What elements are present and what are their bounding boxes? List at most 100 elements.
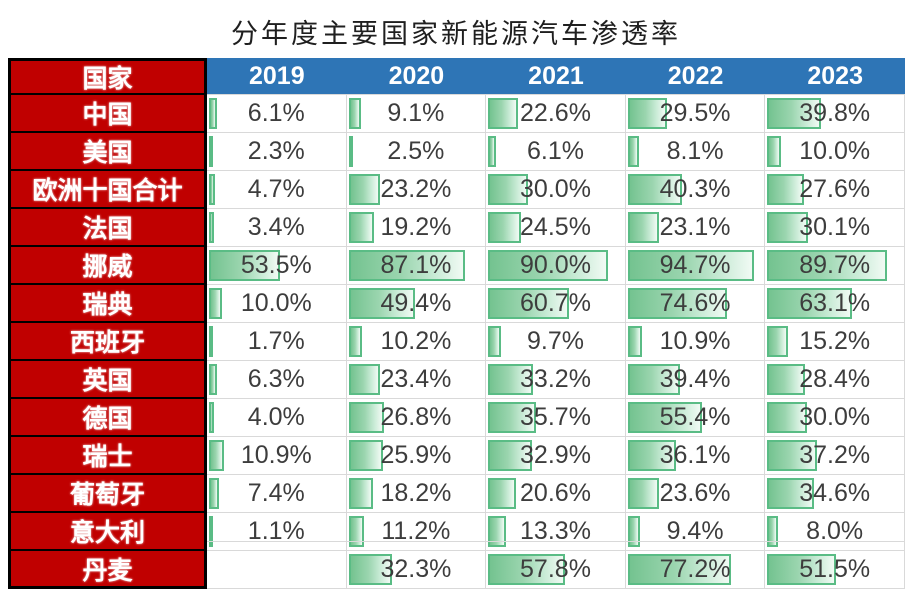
data-bar — [767, 326, 788, 357]
year-header: 2023 — [765, 58, 905, 95]
value-label: 1.7% — [247, 327, 305, 355]
data-cell: 10.2% — [346, 323, 487, 361]
data-cell: 8.0% — [765, 513, 905, 551]
data-bar — [348, 478, 373, 509]
data-cell: 10.9% — [625, 323, 766, 361]
country-cell: 美国 — [8, 133, 207, 171]
data-bar — [767, 174, 805, 205]
data-cell: 32.3% — [346, 551, 487, 589]
year-header: 2021 — [486, 58, 626, 95]
data-bar — [767, 516, 779, 547]
data-cell: 74.6% — [625, 285, 766, 323]
value-label: 3.4% — [247, 213, 305, 241]
data-cell: 9.7% — [486, 323, 626, 361]
value-label: 40.3% — [659, 175, 731, 203]
data-cell: 7.4% — [207, 475, 347, 513]
corner-header-country: 国家 — [8, 58, 207, 95]
data-cell: 94.7% — [625, 247, 766, 285]
country-cell: 瑞士 — [8, 437, 207, 475]
data-bar — [488, 288, 570, 319]
penetration-rate-table: 国家 2019 2020 2021 2022 2023 中国 6.1% 9.1% 22.6% 29… — [8, 58, 905, 589]
data-bar — [209, 364, 218, 395]
value-label: 6.1% — [526, 137, 584, 165]
data-cell: 30.1% — [765, 209, 905, 247]
data-cell: 4.7% — [207, 171, 347, 209]
data-cell: 77.2% — [625, 551, 766, 589]
country-cell: 法国 — [8, 209, 207, 247]
data-cell: 6.1% — [486, 133, 626, 171]
data-bar — [348, 516, 364, 547]
data-bar — [348, 98, 361, 129]
data-bar — [348, 174, 380, 205]
value-label: 7.4% — [247, 479, 305, 507]
value-label: 19.2% — [380, 213, 452, 241]
data-bar — [209, 212, 214, 243]
data-cell: 63.1% — [765, 285, 905, 323]
data-bar — [767, 136, 781, 167]
data-cell: 36.1% — [625, 437, 766, 475]
data-cell: 4.0% — [207, 399, 347, 437]
value-label: 30.0% — [799, 403, 871, 431]
year-header: 2019 — [207, 58, 347, 95]
value-label: 18.2% — [380, 479, 452, 507]
data-cell: 39.8% — [765, 95, 905, 133]
data-bar — [488, 250, 609, 281]
table-bottom-rule — [207, 541, 905, 542]
data-bar — [348, 136, 353, 167]
data-cell: 6.1% — [207, 95, 347, 133]
value-label: 26.8% — [380, 403, 452, 431]
value-label: 32.9% — [520, 441, 591, 469]
data-cell: 20.6% — [486, 475, 626, 513]
value-label: 10.9% — [659, 327, 731, 355]
data-bar — [488, 98, 519, 129]
data-cell: 37.2% — [765, 437, 905, 475]
data-cell: 28.4% — [765, 361, 905, 399]
value-label: 39.8% — [799, 99, 871, 127]
data-bar — [209, 288, 223, 319]
value-label: 10.2% — [380, 327, 452, 355]
value-label: 39.4% — [659, 365, 731, 393]
data-cell: 19.2% — [346, 209, 487, 247]
data-cell: 10.0% — [207, 285, 347, 323]
data-bar — [209, 402, 215, 433]
data-cell: 33.2% — [486, 361, 626, 399]
data-bar — [767, 402, 808, 433]
year-header: 2020 — [346, 58, 487, 95]
data-bar — [209, 98, 218, 129]
value-label: 10.0% — [799, 137, 871, 165]
data-bar — [488, 554, 566, 585]
value-label: 15.2% — [799, 327, 871, 355]
data-bar — [627, 288, 728, 319]
country-cell: 西班牙 — [8, 323, 207, 361]
value-label: 8.0% — [806, 517, 864, 545]
data-bar — [488, 136, 497, 167]
data-bar — [767, 478, 814, 509]
value-label: 24.5% — [520, 213, 591, 241]
data-cell: 10.0% — [765, 133, 905, 171]
data-cell: 40.3% — [625, 171, 766, 209]
data-cell: 1.1% — [207, 513, 347, 551]
value-label: 34.6% — [799, 479, 871, 507]
data-cell: 32.9% — [486, 437, 626, 475]
data-cell: 3.4% — [207, 209, 347, 247]
data-bar — [348, 364, 380, 395]
value-label: 23.4% — [380, 365, 452, 393]
data-bar — [627, 516, 641, 547]
value-label: 60.7% — [520, 289, 591, 317]
data-cell: 26.8% — [346, 399, 487, 437]
value-label: 6.3% — [247, 365, 305, 393]
data-bar — [627, 478, 660, 509]
data-cell: 13.3% — [486, 513, 626, 551]
data-cell: 55.4% — [625, 399, 766, 437]
data-cell: 27.6% — [765, 171, 905, 209]
data-bar — [627, 212, 659, 243]
data-bar — [767, 212, 808, 243]
data-cell: 18.2% — [346, 475, 487, 513]
country-cell: 挪威 — [8, 247, 207, 285]
value-label: 30.0% — [520, 175, 591, 203]
data-cell: 8.1% — [625, 133, 766, 171]
data-cell: 22.6% — [486, 95, 626, 133]
country-cell: 中国 — [8, 95, 207, 133]
data-bar — [627, 174, 682, 205]
data-cell: 29.5% — [625, 95, 766, 133]
